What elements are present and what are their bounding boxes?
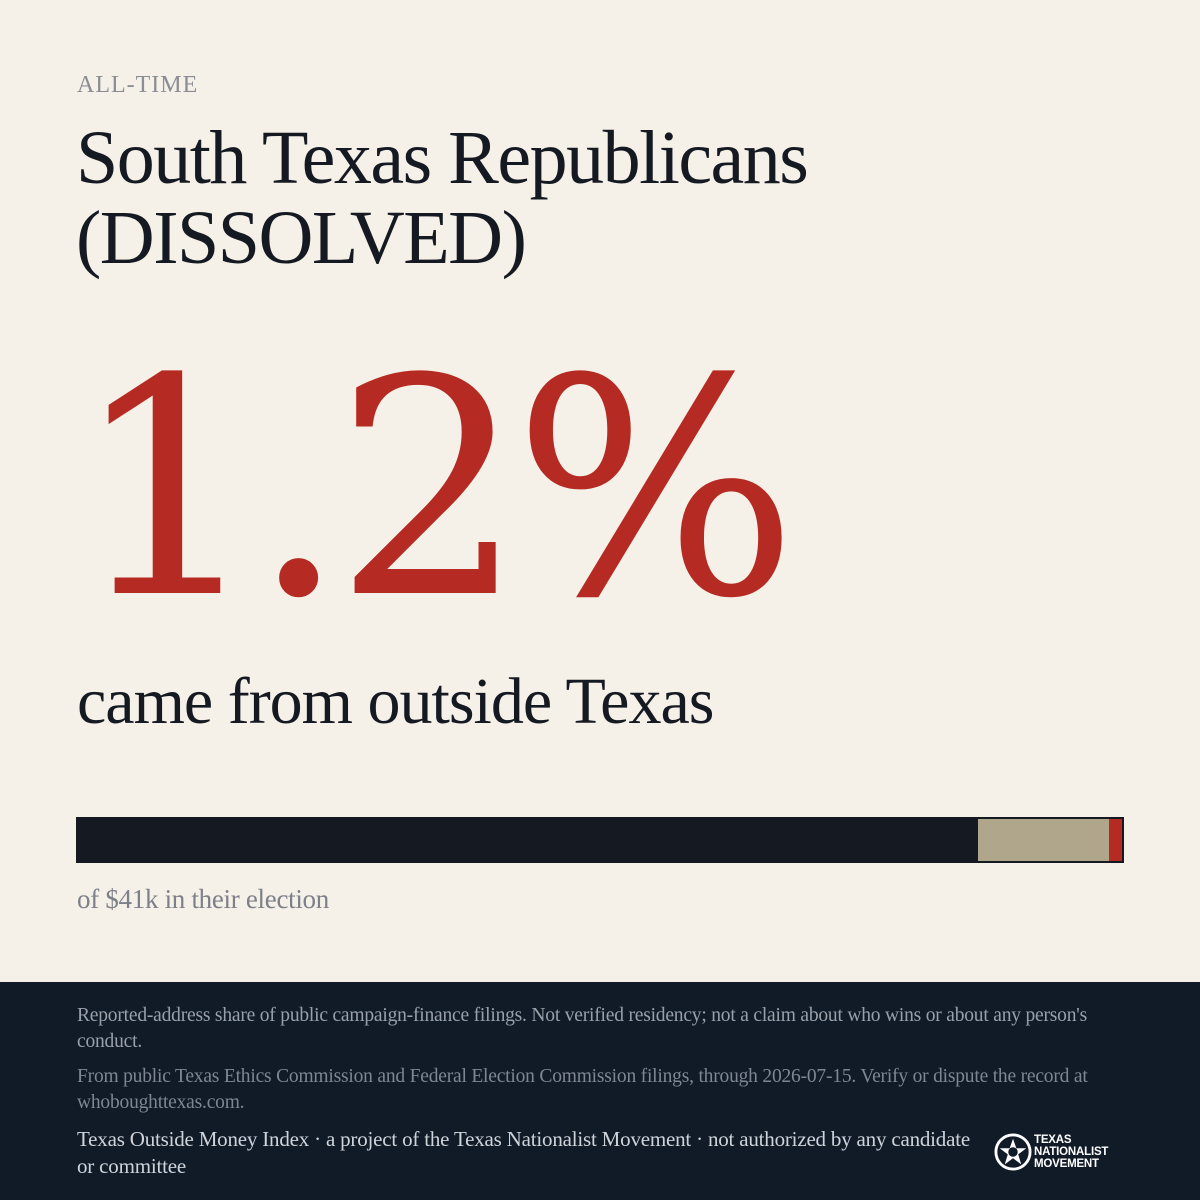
eyebrow-label: ALL-TIME bbox=[77, 72, 199, 98]
source-note: From public Texas Ethics Commission and … bbox=[77, 1066, 1088, 1113]
bar-caption: of $41k in their election bbox=[77, 884, 329, 914]
funding-share-bar bbox=[76, 817, 1124, 863]
outside-share-stat: 1.2% bbox=[72, 315, 798, 664]
methodology-note: Reported-address share of public campaig… bbox=[77, 1005, 1087, 1052]
logo-line-3: MOVEMENT bbox=[1034, 1158, 1099, 1170]
unattributed-segment bbox=[977, 819, 1110, 861]
stat-caption: came from outside Texas bbox=[77, 665, 714, 738]
credit-line: Texas Outside Money Index · a project of… bbox=[77, 1127, 970, 1178]
logo-wordmark: TEXAS NATIONALIST MOVEMENT bbox=[1034, 1134, 1108, 1170]
tnm-star-seal-icon bbox=[994, 1133, 1032, 1171]
logo-line-1: TEXAS bbox=[1034, 1134, 1072, 1146]
page-title: South Texas Republicans (DISSOLVED) bbox=[76, 116, 809, 280]
in-state-segment bbox=[78, 819, 978, 861]
main-panel: ALL-TIME South Texas Republicans (DISSOL… bbox=[72, 72, 1124, 914]
outside-texas-segment bbox=[1109, 819, 1122, 861]
tnm-logo: TEXAS NATIONALIST MOVEMENT bbox=[994, 1131, 1124, 1173]
logo-line-2: NATIONALIST bbox=[1034, 1146, 1109, 1158]
